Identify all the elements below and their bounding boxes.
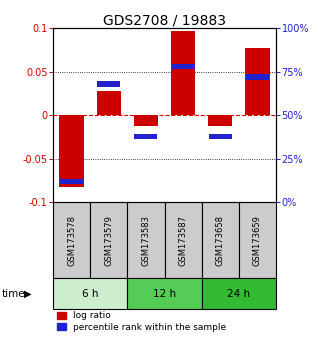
Bar (53, 278, 127, 309)
Bar (239, 202, 276, 278)
Bar (134, 115, 158, 126)
Text: GSM173658: GSM173658 (216, 215, 225, 266)
Text: 24 h: 24 h (227, 289, 250, 299)
Bar (164, 202, 202, 278)
Bar (60, 179, 83, 184)
Text: GSM173579: GSM173579 (104, 215, 113, 266)
Legend: log ratio, percentile rank within the sample: log ratio, percentile rank within the sa… (57, 312, 226, 332)
Bar (171, 31, 195, 115)
Bar (246, 74, 269, 80)
Bar (209, 133, 232, 139)
Text: GSM173578: GSM173578 (67, 215, 76, 266)
Bar (134, 133, 157, 139)
Text: 12 h: 12 h (153, 289, 176, 299)
Text: GSM173659: GSM173659 (253, 215, 262, 266)
Text: ▶: ▶ (24, 289, 31, 299)
Bar (127, 278, 202, 309)
Text: time: time (2, 289, 25, 299)
Bar (90, 202, 127, 278)
Title: GDS2708 / 19883: GDS2708 / 19883 (103, 13, 226, 27)
Bar (172, 64, 195, 69)
Text: GSM173587: GSM173587 (178, 215, 187, 266)
Bar (59, 115, 84, 187)
Text: GSM173583: GSM173583 (142, 215, 151, 266)
Bar (208, 115, 232, 126)
Bar (202, 202, 239, 278)
Bar (97, 81, 120, 87)
Text: 6 h: 6 h (82, 289, 99, 299)
Bar (202, 278, 276, 309)
Bar (245, 48, 270, 115)
Bar (53, 202, 90, 278)
Bar (127, 202, 164, 278)
Bar (97, 91, 121, 115)
